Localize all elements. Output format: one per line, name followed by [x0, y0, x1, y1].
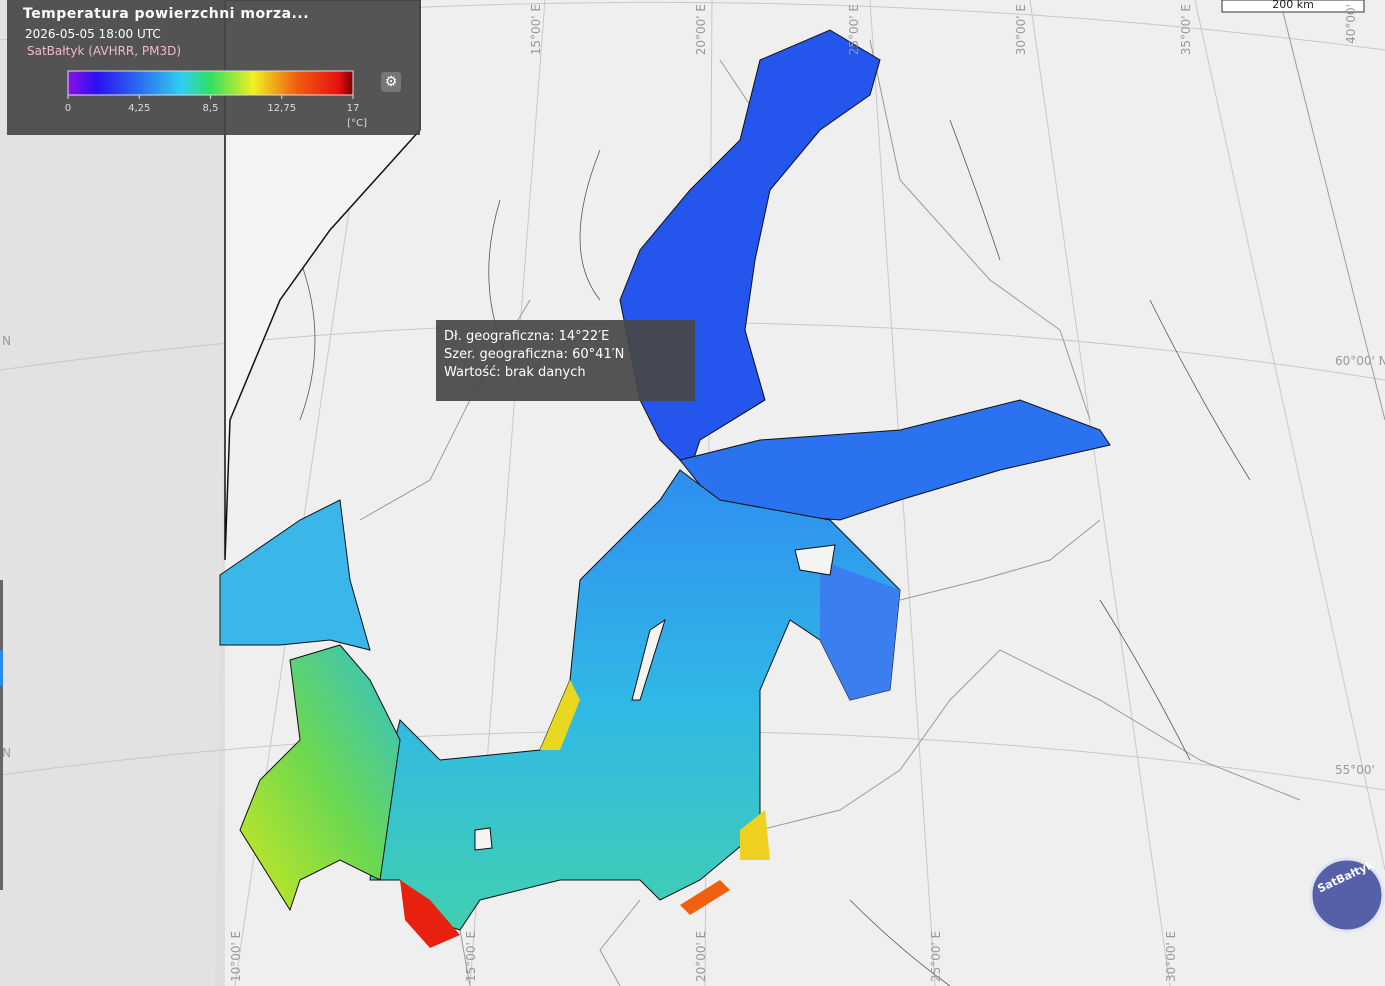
source: SatBałtyk (AVHRR, PM3D) — [27, 44, 182, 58]
colorbar-tick-label: 8,5 — [203, 103, 219, 114]
gulf-of-finland — [679, 399, 1111, 521]
layer-title: Temperatura powierzchni morza... — [23, 6, 310, 22]
scale-bar — [1221, 0, 1365, 13]
gulf-of-bothnia — [619, 29, 881, 471]
graticule-label: N — [2, 334, 11, 348]
tooltip: Dł. geograficzna: 14°22′E Szer. geografic… — [436, 320, 695, 401]
side-toolbar[interactable] — [0, 580, 3, 890]
skagerrak — [219, 499, 371, 651]
north-sea — [0, 0, 230, 986]
logo — [1309, 857, 1385, 933]
scale-label: 200 km — [1272, 0, 1314, 11]
datetime: 2026-05-05 18:00 UTC — [25, 27, 161, 41]
warm-patch — [680, 880, 730, 915]
tooltip-line: Szer. geograficzna: 60°41′N — [444, 347, 625, 362]
tooltip-line: Wartość: brak danych — [444, 365, 586, 380]
graticule-label: 30°00' E — [1164, 931, 1178, 982]
legend-panel: Temperatura powierzchni morza... 2026-05… — [7, 0, 420, 135]
gulf-of-riga — [820, 560, 900, 700]
graticule-label: 60°00' N — [1335, 354, 1385, 368]
graticule-label: N — [2, 746, 11, 760]
graticule-label: 25°00' E — [929, 931, 943, 982]
graticule-label: 20°00' E — [694, 4, 708, 55]
graticule-label: 30°00' E — [1014, 4, 1028, 55]
colorbar-tick-label: 0 — [65, 103, 71, 114]
kattegat — [239, 644, 401, 912]
norway-coast — [224, 0, 421, 561]
island — [794, 544, 836, 576]
graticule-label: 15°00' E — [464, 931, 478, 982]
island — [631, 618, 666, 701]
graticule-label: 35°00' E — [1179, 4, 1193, 55]
warm-patch — [540, 680, 580, 750]
colorbar-unit: [°C] — [347, 118, 367, 129]
graticule-label: 10°00' E — [229, 931, 243, 982]
colorbar-tick-label: 4,25 — [128, 103, 150, 114]
graticule-label: 55°00' — [1335, 763, 1375, 777]
graticule-label: 15°00' E — [529, 4, 543, 55]
warm-patch — [400, 880, 460, 948]
colorbar-ramp — [67, 70, 354, 96]
graticule-label: 40°00' — [1344, 4, 1358, 44]
graticule-label: 20°00' E — [694, 931, 708, 982]
colorbar-tick-label: 17 — [347, 103, 360, 114]
graticule-labels: 15°00' E 20°00' E 25°00' E 30°00' E 35°00' E… — [2, 4, 1385, 982]
colorbar-tick-label: 12,75 — [267, 103, 296, 114]
warm-patch — [740, 810, 770, 860]
colorbar: [°C] 0 4,25 8,5 12,75 17 — [65, 70, 367, 129]
graticule-label: 25°00' E — [847, 4, 861, 55]
side-toolbar-active[interactable] — [0, 650, 3, 686]
settings-button[interactable]: ⚙ — [381, 72, 401, 92]
island — [474, 827, 493, 851]
tooltip-line: Dł. geograficzna: 14°22′E — [444, 329, 610, 344]
